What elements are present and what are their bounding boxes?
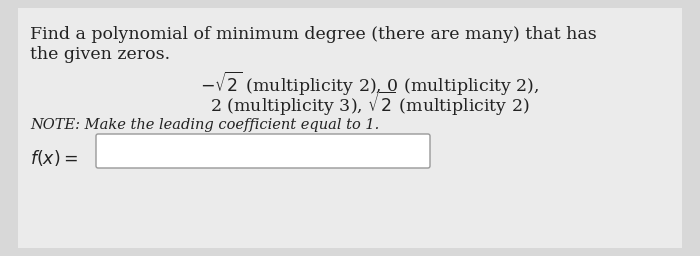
Text: Find a polynomial of minimum degree (there are many) that has: Find a polynomial of minimum degree (the… (30, 26, 596, 43)
Text: the given zeros.: the given zeros. (30, 46, 170, 63)
Text: 2 (multiplicity 3), $\sqrt{2}$ (multiplicity 2): 2 (multiplicity 3), $\sqrt{2}$ (multipli… (210, 90, 530, 118)
Text: NOTE: Make the leading coefficient equal to 1.: NOTE: Make the leading coefficient equal… (30, 118, 379, 132)
Text: $-\sqrt{2}$ (multiplicity 2), 0 (multiplicity 2),: $-\sqrt{2}$ (multiplicity 2), 0 (multipl… (200, 70, 540, 98)
FancyBboxPatch shape (96, 134, 430, 168)
Text: $f(x) =$: $f(x) =$ (30, 148, 78, 168)
FancyBboxPatch shape (18, 8, 682, 248)
